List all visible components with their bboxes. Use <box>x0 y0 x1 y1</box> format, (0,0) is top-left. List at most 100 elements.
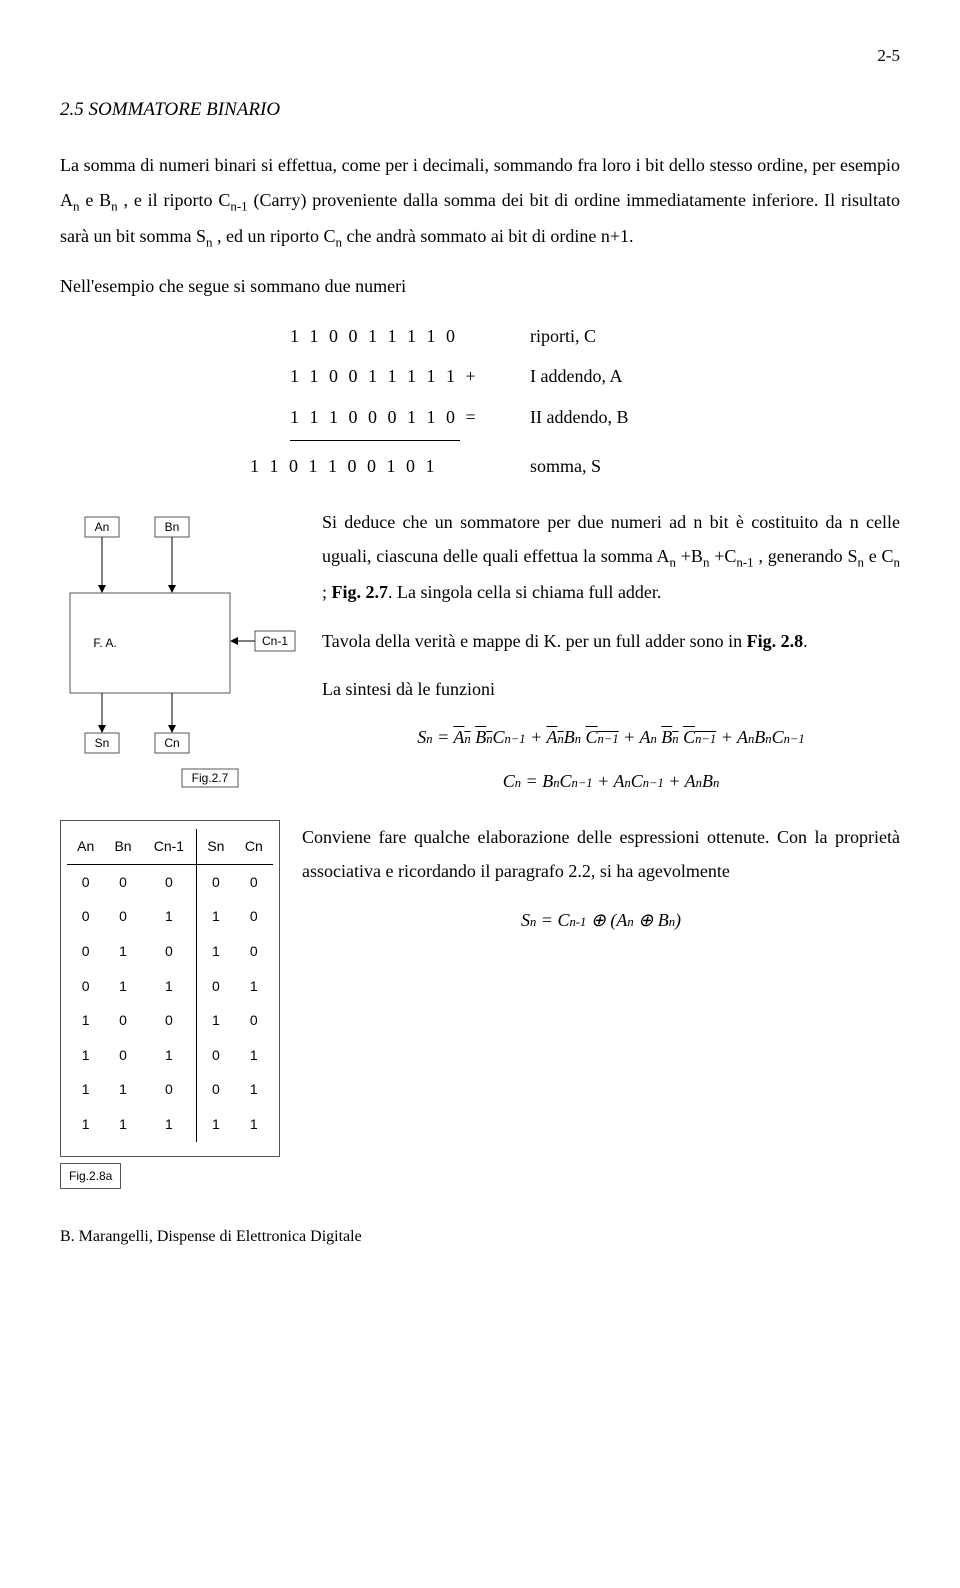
table-cell: 1 <box>197 934 235 969</box>
paragraph-conviene: Conviene fare qualche elaborazione delle… <box>302 820 900 888</box>
fa-cn1-label: Cn-1 <box>262 634 288 648</box>
table-cell: 0 <box>235 1003 273 1038</box>
table-row: 10010 <box>67 1003 273 1038</box>
fa-fig-label: Fig.2.7 <box>192 771 229 785</box>
table-cell: 0 <box>67 969 104 1004</box>
section-title: 2.5 SOMMATORE BINARIO <box>60 92 900 128</box>
equation-sn: Sn = An BnCn−1 + AnBn Cn−1 + An Bn Cn−1 … <box>322 720 900 754</box>
example-row-carry: 1 1 0 0 1 1 1 1 0 riporti, C <box>290 319 900 353</box>
table-cell: 0 <box>197 1072 235 1107</box>
table-cell: 1 <box>142 899 197 934</box>
mid-f: ; <box>322 582 332 602</box>
truth-table: An Bn Cn-1 Sn Cn 00000001100101001101100… <box>60 820 280 1190</box>
th-bn: Bn <box>104 829 141 864</box>
table-row: 00000 <box>67 864 273 899</box>
table-cell: 0 <box>104 1003 141 1038</box>
mid-fig28: Fig. 2.8 <box>747 631 804 651</box>
addend-b-label: II addendo, B <box>530 400 628 434</box>
table-cell: 1 <box>142 1107 197 1142</box>
table-cell: 1 <box>197 1107 235 1142</box>
th-cn1: Cn-1 <box>142 829 197 864</box>
addend-a-label: I addendo, A <box>530 359 622 393</box>
table-cell: 1 <box>67 1003 104 1038</box>
table-cell: 1 <box>104 934 141 969</box>
mid-g: . La singola cella si chiama full adder. <box>388 582 661 602</box>
truth-table-header: An Bn Cn-1 Sn Cn <box>67 829 273 864</box>
paragraph-fa-desc: Si deduce che un sommatore per due numer… <box>322 505 900 610</box>
table-cell: 0 <box>197 864 235 899</box>
table-cell: 1 <box>235 1072 273 1107</box>
table-cell: 1 <box>235 1107 273 1142</box>
th-an: An <box>67 829 104 864</box>
table-cell: 0 <box>142 1072 197 1107</box>
table-row: 11001 <box>67 1072 273 1107</box>
table-cell: 0 <box>104 864 141 899</box>
carry-bits: 1 1 0 0 1 1 1 1 0 <box>290 319 510 353</box>
p1c: , e il riporto C <box>124 190 231 210</box>
table-row: 11111 <box>67 1107 273 1142</box>
example-row-a: 1 1 0 0 1 1 1 1 1 + I addendo, A <box>290 359 900 393</box>
table-cell: 1 <box>104 1072 141 1107</box>
equation-sn-xor: Sn = Cn-1 ⊕ (An ⊕ Bn) <box>302 903 900 937</box>
table-cell: 0 <box>67 864 104 899</box>
mid-d: , generando S <box>758 546 857 566</box>
table-cell: 1 <box>235 1038 273 1073</box>
table-row: 01010 <box>67 934 273 969</box>
addend-a-bits: 1 1 0 0 1 1 1 1 1 + <box>290 359 510 393</box>
th-sn: Sn <box>197 829 235 864</box>
table-cell: 0 <box>104 1038 141 1073</box>
table-cell: 1 <box>197 899 235 934</box>
table-cell: 1 <box>104 969 141 1004</box>
table-cell: 1 <box>142 969 197 1004</box>
full-adder-svg: An Bn F. A. Cn-1 Sn Cn <box>60 511 300 791</box>
example-row-sum: 1 1 0 1 1 0 0 1 0 1 somma, S <box>290 449 900 483</box>
table-cell: 0 <box>142 864 197 899</box>
paragraph-intro: La somma di numeri binari si effettua, c… <box>60 148 900 255</box>
paragraph-synth: La sintesi dà le funzioni <box>322 672 900 706</box>
mid-e: e C <box>869 546 894 566</box>
th-cn: Cn <box>235 829 273 864</box>
table-cell: 0 <box>235 934 273 969</box>
table-cell: 0 <box>235 899 273 934</box>
p1b: e B <box>85 190 111 210</box>
mid-b: +B <box>681 546 703 566</box>
fa-an-label: An <box>95 520 110 534</box>
table-cell: 1 <box>142 1038 197 1073</box>
addend-b-bits: 1 1 1 0 0 0 1 1 0 = <box>290 400 510 434</box>
p1e: , ed un riporto C <box>217 226 336 246</box>
sum-label: somma, S <box>530 449 601 483</box>
binary-addition-example: 1 1 0 0 1 1 1 1 0 riporti, C 1 1 0 0 1 1… <box>290 319 900 483</box>
table-row: 01101 <box>67 969 273 1004</box>
fa-bn-label: Bn <box>165 520 180 534</box>
fa-sn-label: Sn <box>95 736 110 750</box>
fa-cn-label: Cn <box>164 736 179 750</box>
table-cell: 1 <box>67 1072 104 1107</box>
mid-c: +C <box>714 546 736 566</box>
table-cell: 0 <box>142 1003 197 1038</box>
example-row-b: 1 1 1 0 0 0 1 1 0 = II addendo, B <box>290 400 900 434</box>
table-cell: 0 <box>67 899 104 934</box>
mid-p2-end: . <box>803 631 808 651</box>
p1f: che andrà sommato ai bit di ordine n+1. <box>346 226 633 246</box>
table-cell: 0 <box>104 899 141 934</box>
mid-fig27: Fig. 2.7 <box>332 582 389 602</box>
sum-rule-line <box>290 440 460 441</box>
table-cell: 1 <box>67 1107 104 1142</box>
table-cell: 0 <box>197 969 235 1004</box>
page-footer: B. Marangelli, Dispense di Elettronica D… <box>60 1222 900 1252</box>
carry-label: riporti, C <box>530 319 596 353</box>
table-cell: 1 <box>67 1038 104 1073</box>
fa-box-label: F. A. <box>93 636 116 650</box>
truth-table-fig-label: Fig.2.8a <box>60 1163 121 1190</box>
page-number: 2-5 <box>60 40 900 72</box>
table-cell: 0 <box>142 934 197 969</box>
sum-bits: 1 1 0 1 1 0 0 1 0 1 <box>250 449 510 483</box>
paragraph-example-intro: Nell'esempio che segue si sommano due nu… <box>60 269 900 303</box>
table-cell: 1 <box>104 1107 141 1142</box>
table-cell: 0 <box>67 934 104 969</box>
paragraph-kmap: Tavola della verità e mappe di K. per un… <box>322 624 900 658</box>
table-cell: 0 <box>235 864 273 899</box>
table-cell: 1 <box>235 969 273 1004</box>
table-cell: 1 <box>197 1003 235 1038</box>
full-adder-diagram: An Bn F. A. Cn-1 Sn Cn <box>60 511 300 802</box>
